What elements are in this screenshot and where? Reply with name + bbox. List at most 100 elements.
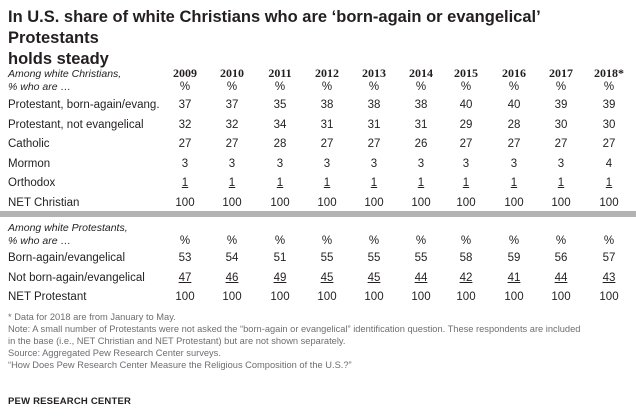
s2-cell-1-3: 45 (299, 271, 355, 285)
percent-label-s2-6: % (460, 235, 472, 247)
s1-cell-5-9: 100 (581, 196, 636, 210)
s1-cell-4-9: 1 (581, 176, 636, 190)
data-value: 27 (554, 138, 568, 151)
s1-cell-4-5: 1 (393, 176, 449, 190)
s1-cell-1-3: 31 (299, 118, 355, 132)
percent-label-s1-7: % (508, 81, 520, 93)
s1-cell-3-2: 3 (252, 157, 308, 171)
data-value: 37 (225, 99, 239, 111)
data-value: 45 (367, 271, 381, 284)
data-value: 28 (273, 138, 287, 151)
s1-cell-3-9: 4 (581, 157, 636, 171)
percent-label-s1-3: % (321, 81, 333, 93)
year-header-0: 2009 (173, 66, 197, 80)
s1-cell-5-8: 100 (533, 196, 589, 210)
s1-cell-4-7: 1 (486, 176, 542, 190)
section-2-label-line-1: Among white Protestants, (8, 222, 128, 234)
data-value: 1 (323, 177, 331, 190)
data-value: 55 (367, 252, 381, 264)
s1-cell-5-6: 100 (438, 196, 494, 210)
s1-cell-2-9: 27 (581, 137, 636, 151)
data-value: 100 (504, 197, 524, 209)
data-value: 29 (459, 118, 473, 131)
data-value: 57 (602, 252, 616, 264)
data-value: 42 (459, 271, 473, 284)
data-value: 100 (222, 197, 242, 209)
data-value: 1 (510, 177, 518, 190)
data-value: 38 (367, 99, 381, 111)
s2-cell-2-9: 100 (581, 290, 636, 304)
s1-cell-3-6: 3 (438, 157, 494, 171)
percent-label-s2-8: % (555, 235, 567, 247)
s2-cell-2-6: 100 (438, 290, 494, 304)
percent-label-s1-1: % (226, 81, 238, 93)
year-header-9: 2018* (594, 66, 624, 80)
s1-row-label-4: Orthodox (8, 177, 56, 190)
s2-cell-0-5: 55 (393, 251, 449, 265)
data-value: 100 (599, 197, 619, 209)
percent-label-s2-3: % (321, 235, 333, 247)
data-value: 44 (414, 271, 428, 284)
s1-cell-1-1: 32 (204, 118, 260, 132)
s2-cell-2-5: 100 (393, 290, 449, 304)
percent-label-s2-2: % (274, 235, 286, 247)
s1-cell-1-0: 32 (157, 118, 213, 132)
data-value: 100 (411, 197, 431, 209)
data-value: 55 (320, 252, 334, 264)
data-value: 34 (273, 118, 287, 131)
s1-cell-1-9: 30 (581, 118, 636, 132)
s1-cell-1-6: 29 (438, 118, 494, 132)
data-value: 49 (273, 271, 287, 284)
title-line-1: In U.S. share of white Christians who ar… (8, 8, 540, 47)
pew-research-center-label: PEW RESEARCH CENTER (8, 396, 132, 407)
s1-cell-1-7: 28 (486, 118, 542, 132)
s2-cell-2-7: 100 (486, 290, 542, 304)
section-2-label-line-2: % who are … (8, 234, 72, 247)
data-value: 31 (320, 118, 334, 131)
data-value: 59 (507, 252, 521, 264)
data-value: 38 (414, 99, 428, 111)
s1-cell-2-4: 27 (346, 137, 402, 151)
s2-row-label-1: Not born-again/evangelical (8, 271, 145, 284)
percent-label-s2-5: % (415, 235, 427, 247)
s1-cell-5-0: 100 (157, 196, 213, 210)
data-value: 27 (507, 138, 521, 151)
year-header-7: 2016 (502, 66, 526, 80)
data-value: 30 (602, 118, 616, 131)
data-value: 39 (554, 99, 568, 111)
data-value: 56 (554, 252, 568, 264)
s2-cell-1-5: 44 (393, 271, 449, 285)
s1-cell-0-2: 35 (252, 98, 308, 112)
data-value: 3 (276, 157, 284, 170)
data-value: 26 (414, 138, 428, 151)
data-value: 1 (228, 177, 236, 190)
s1-cell-2-2: 28 (252, 137, 308, 151)
footnote-note-line-1: Note: A small number of Protestants were… (8, 324, 581, 334)
data-value: 100 (317, 197, 337, 209)
s1-cell-2-8: 27 (533, 137, 589, 151)
s1-cell-5-4: 100 (346, 196, 402, 210)
s2-cell-0-9: 57 (581, 251, 636, 265)
year-header-6: 2015 (454, 66, 478, 80)
data-value: 30 (554, 118, 568, 131)
data-value: 100 (222, 291, 242, 303)
s1-cell-2-3: 27 (299, 137, 355, 151)
data-value: 41 (507, 271, 521, 284)
s1-cell-4-1: 1 (204, 176, 260, 190)
data-value: 100 (175, 197, 195, 209)
s1-row-label-1: Protestant, not evangelical (8, 118, 144, 131)
data-value: 3 (510, 157, 518, 170)
s1-cell-1-4: 31 (346, 118, 402, 132)
section-1-label: Among white Christians, % who are … (8, 68, 121, 93)
s1-cell-5-2: 100 (252, 196, 308, 210)
data-value: 3 (323, 157, 331, 170)
data-value: 100 (175, 291, 195, 303)
data-value: 100 (364, 291, 384, 303)
data-value: 44 (554, 271, 568, 284)
s1-cell-0-9: 39 (581, 98, 636, 112)
s2-cell-0-8: 56 (533, 251, 589, 265)
data-value: 100 (599, 291, 619, 303)
s1-cell-0-7: 40 (486, 98, 542, 112)
s1-cell-1-8: 30 (533, 118, 589, 132)
year-header-4: 2013 (362, 66, 386, 80)
